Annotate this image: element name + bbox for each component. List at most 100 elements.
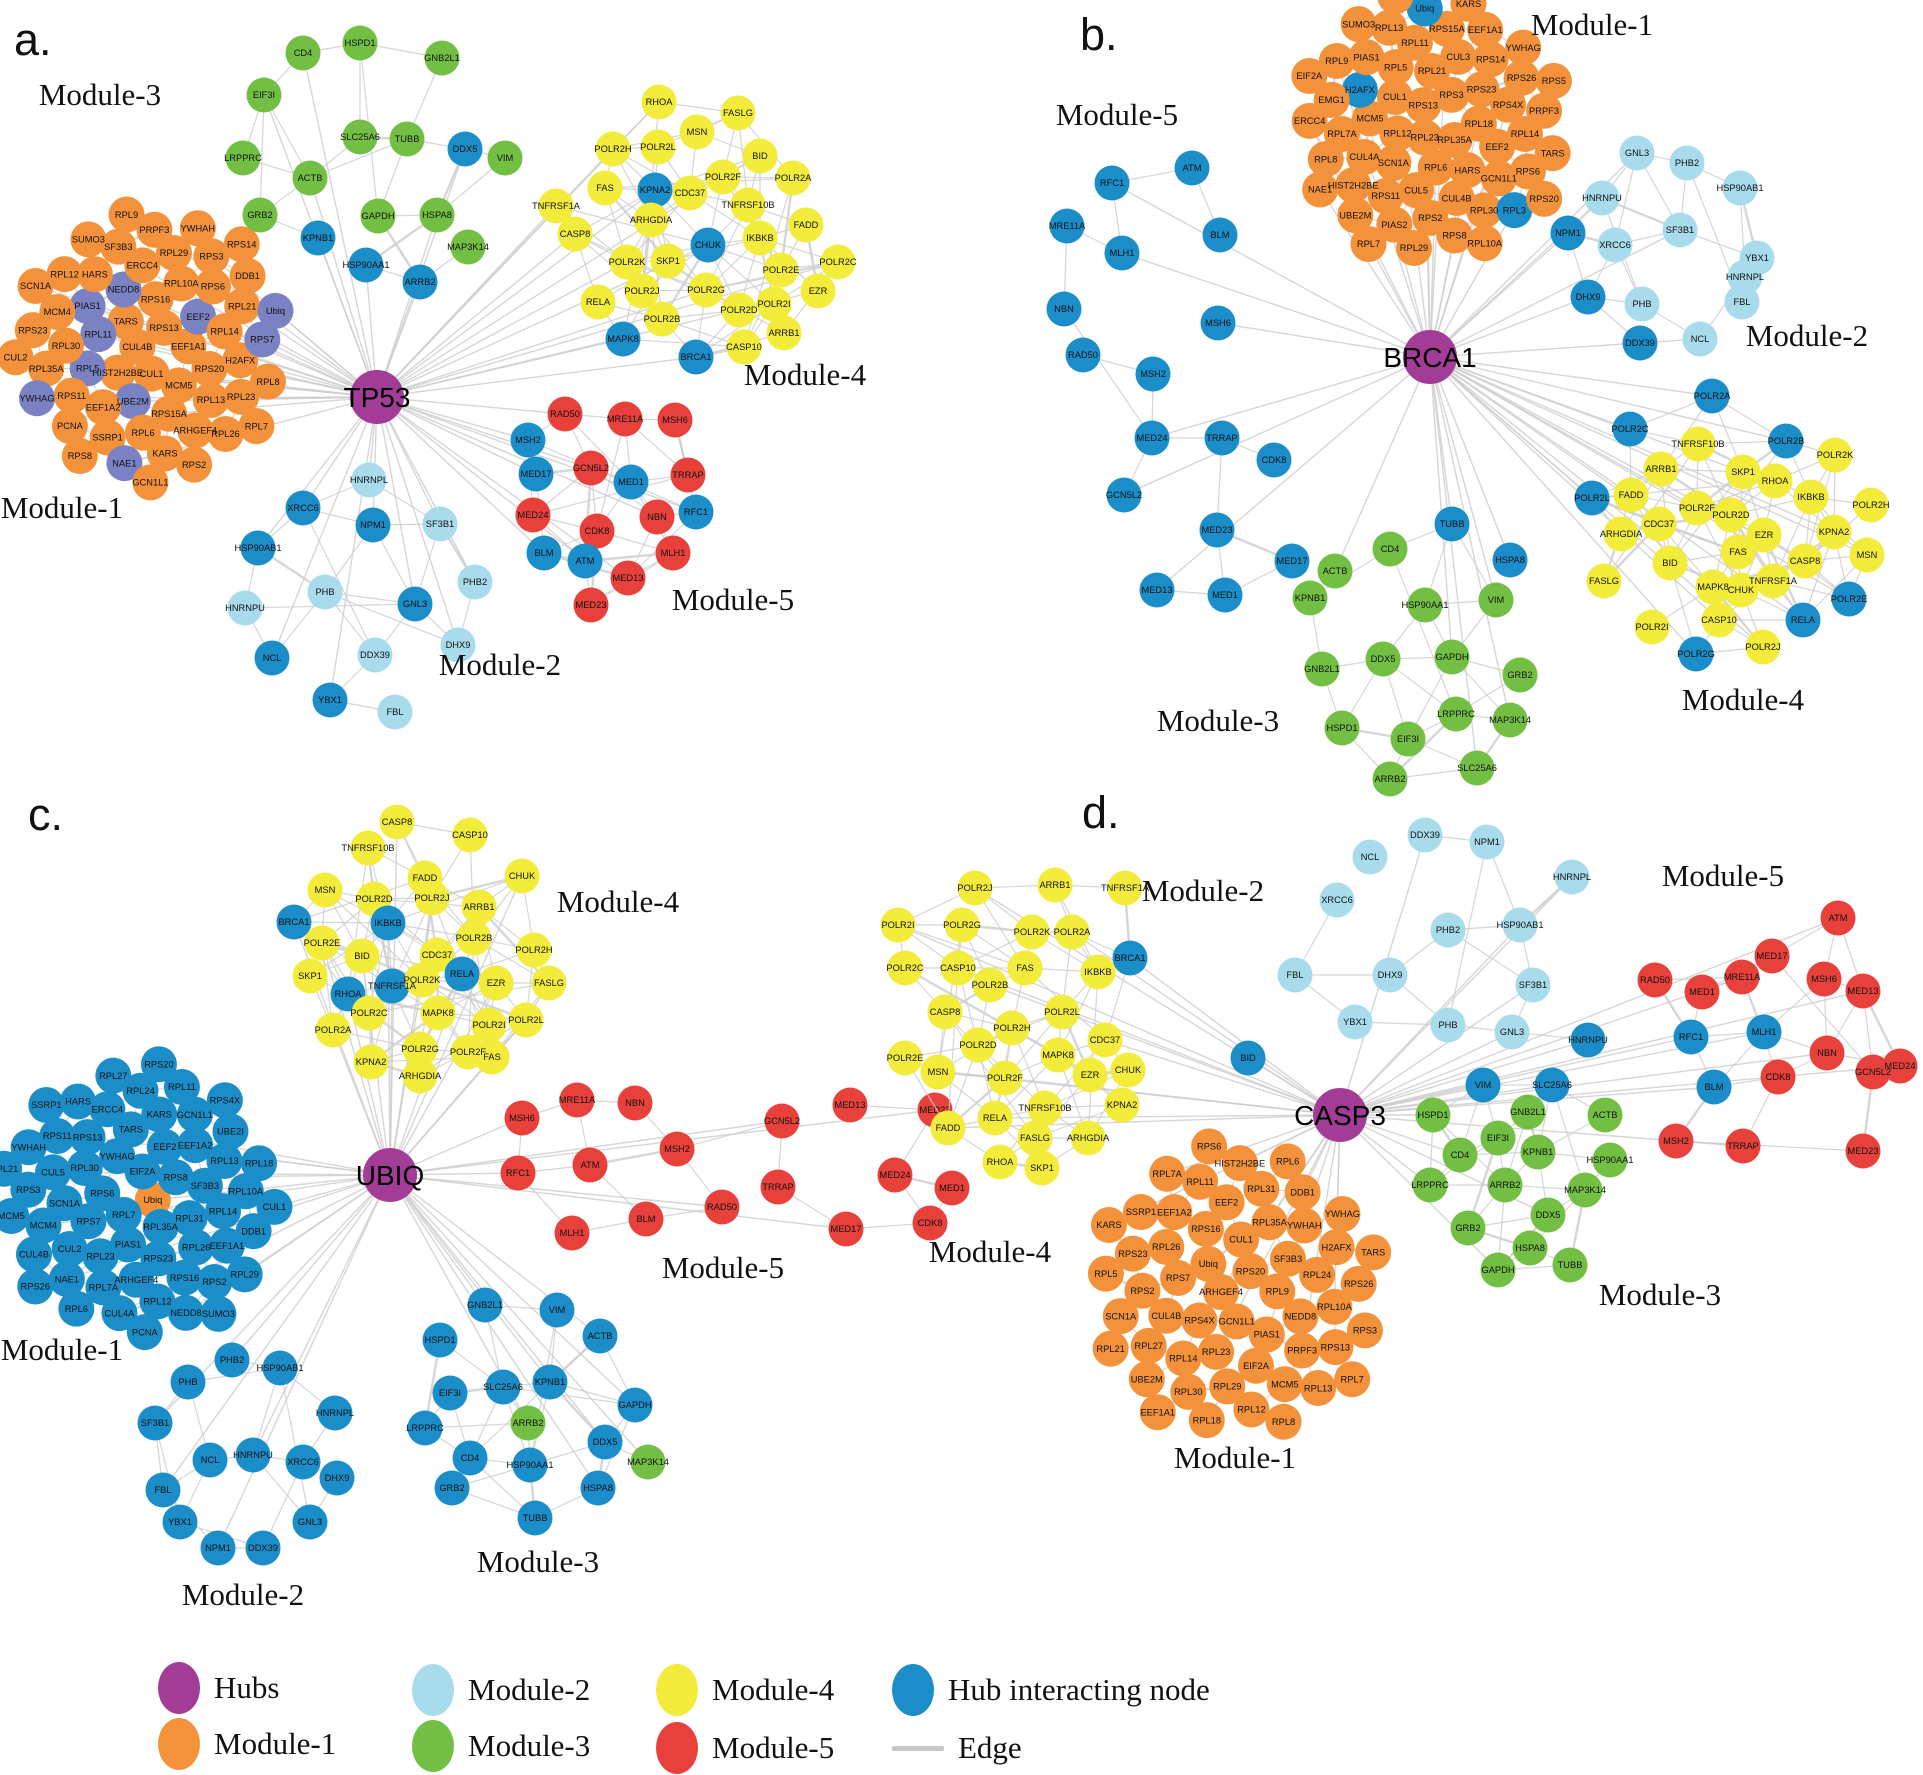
gene-node[interactable] [1466,225,1503,262]
gene-node[interactable] [1849,537,1885,573]
gene-node[interactable] [1191,1128,1228,1165]
gene-node[interactable] [1007,950,1043,986]
gene-node[interactable] [1187,1210,1224,1247]
gene-node[interactable] [1070,1120,1106,1156]
gene-node[interactable] [407,1410,443,1446]
gene-node[interactable] [972,967,1008,1003]
gene-node[interactable] [516,932,552,968]
gene-node[interactable] [1170,1373,1207,1410]
gene-node[interactable] [987,1060,1023,1096]
gene-node[interactable] [1302,171,1339,208]
gene-node[interactable] [1487,1167,1523,1203]
gene-node[interactable] [1040,1037,1076,1073]
gene-node[interactable] [1114,1235,1151,1272]
gene-node[interactable] [1512,1230,1548,1266]
gene-node[interactable] [518,456,554,492]
gene-node[interactable] [1054,914,1090,950]
gene-node[interactable] [69,1119,106,1156]
gene-node[interactable] [223,378,260,415]
gene-node[interactable] [1300,1370,1337,1407]
gene-node[interactable] [1809,1035,1845,1071]
gene-node[interactable] [1502,907,1538,943]
gene-node[interactable] [1340,6,1377,43]
gene-node[interactable] [1092,1330,1129,1367]
gene-node[interactable] [1291,58,1328,95]
gene-node[interactable] [1027,1090,1063,1126]
gene-node[interactable] [192,1442,228,1478]
gene-node[interactable] [70,221,107,258]
gene-node[interactable] [640,129,676,165]
gene-node[interactable] [1526,92,1563,129]
gene-node[interactable] [107,303,144,340]
gene-node[interactable] [760,1169,796,1205]
gene-node[interactable] [1265,1403,1302,1440]
gene-node[interactable] [1049,208,1085,244]
gene-node[interactable] [1535,62,1572,99]
gene-node[interactable] [1112,940,1148,976]
gene-node[interactable] [1377,49,1414,86]
gene-node[interactable] [1181,1302,1218,1339]
gene-node[interactable] [478,965,514,1001]
gene-node[interactable] [99,1138,136,1175]
gene-node[interactable] [944,907,980,943]
gene-node[interactable] [1574,480,1610,516]
gene-node[interactable] [146,435,183,472]
gene-node[interactable] [58,1290,95,1327]
gene-node[interactable] [145,1472,181,1508]
gene-node[interactable] [1341,71,1378,108]
gene-node[interactable] [1515,967,1551,1003]
gene-node[interactable] [1334,1361,1371,1398]
gene-node[interactable] [957,870,993,906]
gene-node[interactable] [1722,170,1758,206]
gene-node[interactable] [1090,1207,1127,1244]
gene-node[interactable] [538,188,574,224]
gene-node[interactable] [1584,180,1620,216]
gene-node[interactable] [457,564,493,600]
gene-node[interactable] [250,363,287,400]
gene-node[interactable] [19,380,56,417]
gene-node[interactable] [633,202,669,238]
gene-node[interactable] [1406,119,1443,156]
gene-node[interactable] [206,1082,243,1119]
gene-node[interactable] [1243,1170,1280,1207]
gene-node[interactable] [1679,490,1715,526]
gene-node[interactable] [85,1269,122,1306]
gene-node[interactable] [1755,563,1791,599]
gene-node[interactable] [276,904,312,940]
hub-node-brca1[interactable] [1403,330,1457,384]
gene-node[interactable] [508,1002,544,1038]
gene-node[interactable] [580,1470,616,1506]
gene-node[interactable] [212,1113,249,1150]
gene-node[interactable] [137,281,174,318]
gene-node[interactable] [1757,463,1793,499]
gene-node[interactable] [1139,1394,1176,1431]
gene-node[interactable] [422,506,458,542]
gene-node[interactable] [1106,477,1142,513]
gene-node[interactable] [920,1054,956,1090]
gene-node[interactable] [1139,572,1175,608]
gene-node[interactable] [179,210,216,247]
gene-node[interactable] [887,1040,923,1076]
gene-node[interactable] [1346,138,1383,175]
gene-node[interactable] [1723,572,1759,608]
gene-node[interactable] [100,228,137,265]
gene-node[interactable] [1324,710,1360,746]
gene-node[interactable] [39,1117,76,1154]
gene-node[interactable] [1104,1087,1140,1123]
gene-node[interactable] [450,229,486,265]
gene-node[interactable] [256,1188,293,1225]
gene-node[interactable] [397,586,433,622]
gene-node[interactable] [1567,1172,1603,1208]
gene-node[interactable] [927,994,963,1030]
gene-node[interactable] [1372,957,1408,993]
gene-node[interactable] [832,1087,868,1123]
gene-node[interactable] [241,1145,278,1182]
gene-node[interactable] [1817,437,1853,473]
gene-node[interactable] [1466,192,1503,229]
gene-node[interactable] [307,574,343,610]
gene-node[interactable] [1673,1019,1709,1055]
gene-node[interactable] [1209,1368,1246,1405]
gene-node[interactable] [1317,1329,1354,1366]
gene-node[interactable] [82,1238,119,1275]
gene-node[interactable] [1094,165,1130,201]
